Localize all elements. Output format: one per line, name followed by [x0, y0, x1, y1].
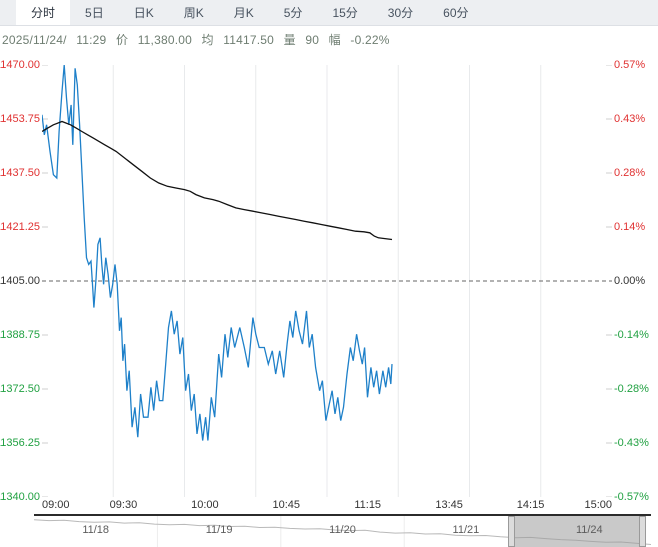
percent-axis-label: 0.28% [614, 167, 645, 179]
price-axis-label: 11437.50 [0, 167, 40, 179]
percent-axis-label: -0.43% [614, 437, 649, 449]
tab-1[interactable]: 5日 [70, 0, 119, 25]
navigator-date-3[interactable]: 11/21 [453, 524, 480, 536]
change-value: -0.22% [350, 33, 389, 47]
time-axis-label: 11:15 [354, 499, 381, 511]
tab-5[interactable]: 5分 [269, 0, 318, 25]
period-tabbar: 分时5日日K周K月K5分15分30分60分 [0, 0, 658, 26]
time-axis-label: 15:00 [584, 499, 612, 511]
quote-time: 11:29 [76, 33, 106, 47]
percent-axis-label: -0.28% [614, 383, 649, 395]
percent-axis-label: 0.57% [614, 59, 645, 71]
percent-axis-label: 0.43% [614, 113, 645, 125]
tab-6[interactable]: 15分 [317, 0, 372, 25]
timeshare-chart[interactable] [42, 65, 612, 497]
percent-axis-label: -0.14% [614, 329, 649, 341]
navigator-right-handle[interactable] [639, 516, 646, 547]
price-axis-label: 11470.00 [0, 59, 40, 71]
navigator-left-handle[interactable] [508, 516, 515, 547]
price-value: 11,380.00 [138, 33, 192, 47]
date-navigator[interactable]: 11/18 11/19 11/20 11/21 11/24 [34, 514, 651, 547]
change-label: 幅 [329, 33, 341, 47]
quote-info-line: 2025/11/24/ 11:29 价 11,380.00 均 11417.50… [2, 31, 396, 47]
price-axis-label: 11372.50 [0, 383, 40, 395]
tab-8[interactable]: 60分 [428, 0, 483, 25]
tab-2[interactable]: 日K [119, 0, 169, 25]
tab-7[interactable]: 30分 [373, 0, 428, 25]
price-axis-label: 11356.25 [0, 437, 40, 449]
navigator-date-0[interactable]: 11/18 [82, 524, 109, 536]
price-axis: 11470.00 11453.75 11437.50 11421.25 11405.00… [0, 0, 40, 547]
price-axis-label: 11453.75 [0, 113, 40, 125]
time-axis-label: 14:15 [517, 499, 545, 511]
percent-axis-label: 0.00% [614, 275, 645, 287]
tab-4[interactable]: 月K [219, 0, 269, 25]
plot-area[interactable] [42, 65, 612, 497]
time-axis-label: 09:00 [42, 499, 70, 511]
time-axis-label: 10:45 [273, 499, 301, 511]
volume-value: 90 [305, 33, 319, 47]
chart-window: 分时5日日K周K月K5分15分30分60分 2025/11/24/ 11:29 … [0, 0, 658, 547]
tab-3[interactable]: 周K [169, 0, 219, 25]
volume-label: 量 [284, 33, 296, 47]
navigator-date-2[interactable]: 11/20 [329, 524, 356, 536]
price-label: 价 [116, 33, 128, 47]
percent-axis-label: -0.57% [614, 491, 649, 503]
price-line [42, 65, 392, 441]
price-axis-label: 11405.00 [0, 275, 40, 287]
average-line [42, 122, 392, 240]
time-axis-label: 10:00 [191, 499, 219, 511]
avg-value: 11417.50 [223, 33, 274, 47]
navigator-date-1[interactable]: 11/19 [206, 524, 233, 536]
time-axis-label: 09:30 [110, 499, 138, 511]
price-axis-label: 11421.25 [0, 221, 40, 233]
avg-label: 均 [202, 33, 214, 47]
price-axis-label: 11340.00 [0, 491, 40, 503]
time-axis: 09:00 09:30 10:00 10:45 11:15 13:45 14:15 15:00 [42, 499, 612, 513]
price-axis-label: 11388.75 [0, 329, 40, 341]
percent-axis-label: 0.14% [614, 221, 645, 233]
time-axis-label: 13:45 [435, 499, 463, 511]
navigator-date-4[interactable]: 11/24 [576, 524, 603, 536]
percent-axis: 0.57% 0.43% 0.28% 0.14% 0.00% -0.14% -0.28% -0.… [612, 0, 658, 547]
